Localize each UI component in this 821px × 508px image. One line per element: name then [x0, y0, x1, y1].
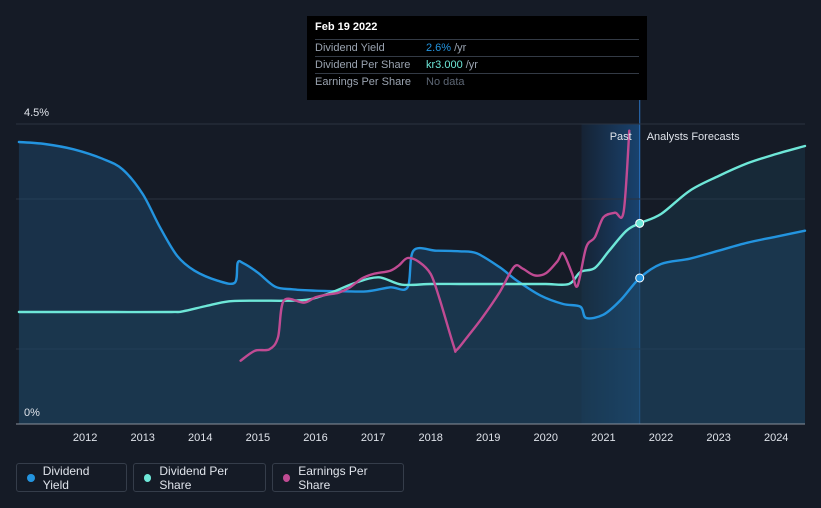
y-tick-label-bottom: 0% — [24, 407, 40, 419]
tooltip-label: Dividend Per Share — [315, 59, 411, 71]
x-tick-label: 2022 — [649, 432, 673, 444]
dividend-yield-area — [18, 142, 805, 424]
x-tick-label: 2012 — [73, 432, 97, 444]
legend-earnings-per-share[interactable]: Earnings Per Share — [272, 463, 404, 492]
legend-dot — [27, 473, 35, 482]
past-region-highlight — [581, 124, 640, 424]
x-tick-label: 2021 — [591, 432, 615, 444]
x-tick-label: 2016 — [303, 432, 327, 444]
tooltip-label: Dividend Yield — [315, 42, 385, 54]
tooltip-row-dividend-per-share: Dividend Per Share kr3.000 /yr — [315, 56, 639, 73]
x-tick-label: 2014 — [188, 432, 212, 444]
tooltip-value: No data — [426, 76, 465, 88]
earnings-per-share-line — [239, 129, 631, 362]
x-tick-label: 2023 — [706, 432, 730, 444]
tooltip-date: Feb 19 2022 — [315, 21, 378, 33]
dividend-per-share-today-point — [635, 218, 645, 228]
past-label: Past — [610, 131, 632, 143]
tooltip-label: Earnings Per Share — [315, 76, 411, 88]
grid-lines — [16, 123, 805, 350]
dividend-yield-line — [17, 140, 807, 320]
dividend-yield-today-point — [635, 273, 645, 283]
tooltip-value: 2.6% — [426, 42, 452, 54]
legend-label: Dividend Per Share — [159, 463, 229, 492]
analysts-forecasts-label: Analysts Forecasts — [647, 131, 740, 143]
dividend-per-share-line — [17, 144, 807, 314]
legend-dot — [283, 473, 291, 482]
x-tick-label: 2020 — [534, 432, 558, 444]
legend-dividend-yield[interactable]: Dividend Yield — [16, 463, 127, 492]
x-tick-label: 2019 — [476, 432, 500, 444]
x-tick-labels: 2012 2013 2014 2015 2016 2017 2018 2019 2020 2021… — [73, 432, 789, 444]
x-tick-label: 2017 — [361, 432, 385, 444]
y-tick-label-top: 4.5% — [24, 107, 49, 119]
tooltip: Feb 19 2022 Dividend Yield 2.6% /yr Divi… — [307, 16, 647, 100]
x-tick-label: 2013 — [130, 432, 154, 444]
x-tick-label: 2018 — [418, 432, 442, 444]
tooltip-row-earnings-per-share: Earnings Per Share No data — [315, 73, 639, 90]
x-tick-label: 2024 — [764, 432, 788, 444]
legend-label: Dividend Yield — [42, 463, 90, 492]
tooltip-row-dividend-yield: Dividend Yield 2.6% /yr — [315, 39, 639, 56]
tooltip-unit: /yr — [465, 59, 478, 71]
tooltip-value: kr3.000 — [426, 59, 463, 71]
x-tick-label: 2015 — [246, 432, 270, 444]
tooltip-unit: /yr — [454, 42, 467, 54]
legend-dot — [144, 473, 152, 482]
legend-dividend-per-share[interactable]: Dividend Per Share — [133, 463, 266, 492]
legend-label: Earnings Per Share — [298, 463, 368, 492]
